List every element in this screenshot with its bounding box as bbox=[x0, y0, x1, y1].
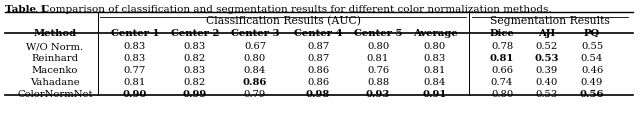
Text: Classification Results (AUC): Classification Results (AUC) bbox=[205, 16, 360, 26]
Text: Center 5: Center 5 bbox=[354, 29, 403, 38]
Text: 0.99: 0.99 bbox=[183, 90, 207, 99]
Text: 0.88: 0.88 bbox=[367, 78, 389, 87]
Text: 0.83: 0.83 bbox=[184, 42, 206, 51]
Text: 0.81: 0.81 bbox=[367, 54, 389, 63]
Text: 0.76: 0.76 bbox=[367, 66, 389, 75]
Text: 0.55: 0.55 bbox=[581, 42, 603, 51]
Text: 0.80: 0.80 bbox=[491, 90, 513, 99]
Text: . Comparison of classification and segmentation results for different color norm: . Comparison of classification and segme… bbox=[35, 5, 552, 14]
Text: PQ: PQ bbox=[584, 29, 600, 38]
Text: 0.83: 0.83 bbox=[424, 54, 446, 63]
Text: 0.86: 0.86 bbox=[307, 78, 329, 87]
Text: Center 4: Center 4 bbox=[294, 29, 342, 38]
Text: 0.80: 0.80 bbox=[424, 42, 446, 51]
Text: 0.49: 0.49 bbox=[581, 78, 603, 87]
Text: 0.87: 0.87 bbox=[307, 54, 329, 63]
Text: 0.91: 0.91 bbox=[423, 90, 447, 99]
Text: 0.79: 0.79 bbox=[244, 90, 266, 99]
Text: 0.67: 0.67 bbox=[244, 42, 266, 51]
Text: Method: Method bbox=[33, 29, 77, 38]
Text: Vahadane: Vahadane bbox=[30, 78, 80, 87]
Text: 0.83: 0.83 bbox=[124, 54, 146, 63]
Text: Macenko: Macenko bbox=[32, 66, 78, 75]
Text: 0.86: 0.86 bbox=[307, 66, 329, 75]
Text: 0.66: 0.66 bbox=[491, 66, 513, 75]
Text: Reinhard: Reinhard bbox=[31, 54, 79, 63]
Text: 0.84: 0.84 bbox=[424, 78, 446, 87]
Text: ColorNormNet: ColorNormNet bbox=[17, 90, 93, 99]
Text: 0.83: 0.83 bbox=[184, 66, 206, 75]
Text: 0.98: 0.98 bbox=[306, 90, 330, 99]
Text: 0.84: 0.84 bbox=[244, 66, 266, 75]
Text: Center 2: Center 2 bbox=[171, 29, 219, 38]
Text: 0.77: 0.77 bbox=[124, 66, 146, 75]
Text: Center 3: Center 3 bbox=[231, 29, 279, 38]
Text: 0.56: 0.56 bbox=[580, 90, 604, 99]
Text: Average: Average bbox=[413, 29, 458, 38]
Text: 0.53: 0.53 bbox=[536, 90, 558, 99]
Text: 0.81: 0.81 bbox=[490, 54, 514, 63]
Text: 0.53: 0.53 bbox=[535, 54, 559, 63]
Text: 0.86: 0.86 bbox=[243, 78, 267, 87]
Text: 0.81: 0.81 bbox=[424, 66, 446, 75]
Text: 0.82: 0.82 bbox=[184, 54, 206, 63]
Text: Dice: Dice bbox=[490, 29, 515, 38]
Text: AJI: AJI bbox=[538, 29, 556, 38]
Text: 0.80: 0.80 bbox=[367, 42, 389, 51]
Text: 0.80: 0.80 bbox=[244, 54, 266, 63]
Text: 0.81: 0.81 bbox=[124, 78, 146, 87]
Text: Table 1: Table 1 bbox=[5, 5, 47, 14]
Text: 0.46: 0.46 bbox=[581, 66, 603, 75]
Text: 0.82: 0.82 bbox=[184, 78, 206, 87]
Text: 0.87: 0.87 bbox=[307, 42, 329, 51]
Text: 0.54: 0.54 bbox=[581, 54, 603, 63]
Text: 0.52: 0.52 bbox=[536, 42, 558, 51]
Text: Center 1: Center 1 bbox=[111, 29, 159, 38]
Text: 0.78: 0.78 bbox=[491, 42, 513, 51]
Text: W/O Norm.: W/O Norm. bbox=[26, 42, 84, 51]
Text: Segmentation Results: Segmentation Results bbox=[490, 16, 610, 26]
Text: 0.93: 0.93 bbox=[366, 90, 390, 99]
Text: 0.90: 0.90 bbox=[123, 90, 147, 99]
Text: 0.40: 0.40 bbox=[536, 78, 558, 87]
Text: 0.74: 0.74 bbox=[491, 78, 513, 87]
Text: 0.83: 0.83 bbox=[124, 42, 146, 51]
Text: 0.39: 0.39 bbox=[536, 66, 558, 75]
